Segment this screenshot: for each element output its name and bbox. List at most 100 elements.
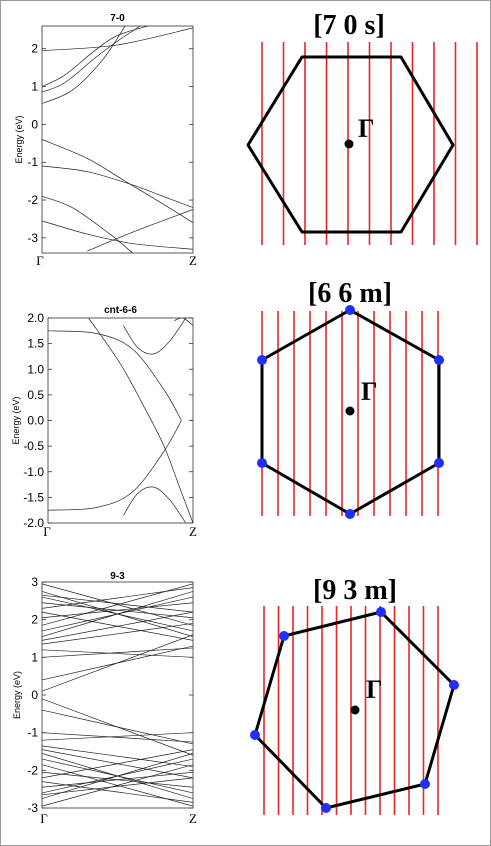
gamma-point <box>345 406 355 416</box>
plot-title: cnt-6-6 <box>104 305 137 316</box>
x-tick-label-z: Z <box>189 811 197 826</box>
brillouin-zone-1: Γ [7 0 s] <box>246 10 478 245</box>
corner-k-point <box>321 803 331 813</box>
corner-k-point <box>257 458 267 468</box>
band-plot-1: 2 1 0 -1 -2 -3 7-0 Energy (eV) Γ Z <box>14 13 197 268</box>
y-tick-label: 2.0 <box>27 311 44 325</box>
y-tick-label: 1.0 <box>27 362 44 376</box>
band-line-7 <box>42 195 133 253</box>
corner-k-point <box>257 355 267 365</box>
y-tick-label: 1.5 <box>27 337 44 351</box>
y-tick-label: 0 <box>31 117 38 131</box>
y-tick-label: -1.5 <box>23 490 44 504</box>
x-tick-label-z: Z <box>189 524 197 539</box>
zone-title: [7 0 s] <box>313 10 385 41</box>
corner-k-point <box>420 779 430 789</box>
y-tick-label: 2 <box>31 613 38 627</box>
y-tick-label: -1.0 <box>23 465 44 479</box>
corner-k-point <box>279 631 289 641</box>
band-line-24 <box>42 591 193 637</box>
corner-k-point <box>250 730 260 740</box>
band-line-5 <box>123 486 187 523</box>
zone-boundary <box>246 55 455 234</box>
x-tick-label-z: Z <box>189 253 197 268</box>
band-line-4 <box>123 318 187 355</box>
corner-k-point <box>434 355 444 365</box>
band-line-22 <box>42 771 193 788</box>
band-line-27 <box>42 587 193 609</box>
plot-title: 7-0 <box>110 13 125 24</box>
band-line-34 <box>42 732 193 743</box>
band-line-6 <box>42 165 193 208</box>
y-tick-label: -3 <box>27 801 38 815</box>
gamma-label: Γ <box>361 377 378 406</box>
band-line-33 <box>42 647 193 658</box>
y-tick-label: -3 <box>27 231 38 245</box>
x-tick-label-gamma: Γ <box>40 811 48 826</box>
x-tick-label-gamma: Γ <box>36 253 44 268</box>
band-line-6 <box>42 732 193 741</box>
y-axis-label: Energy (eV) <box>14 115 24 163</box>
band-line-32 <box>42 777 193 796</box>
zone-title: [9 3 m] <box>313 575 397 606</box>
band-line-9 <box>87 209 193 252</box>
band-line-3 <box>88 318 193 523</box>
corner-k-point <box>449 680 459 690</box>
y-tick-label: 1 <box>31 650 38 664</box>
band-line-4 <box>42 26 126 104</box>
y-tick-label: 3 <box>31 575 38 589</box>
corner-k-point <box>376 607 386 617</box>
band-lines <box>42 583 193 807</box>
y-tick-label: 0.5 <box>27 388 44 402</box>
band-line-28 <box>42 781 193 803</box>
band-line-2 <box>42 26 148 87</box>
band-line-16 <box>42 583 193 626</box>
y-tick-label: -0.5 <box>23 439 44 453</box>
band-line-31 <box>42 594 193 613</box>
band-line-6 <box>174 318 193 326</box>
band-line-5 <box>42 649 193 658</box>
band-lines <box>48 318 193 523</box>
band-line-18 <box>42 764 193 807</box>
plot-border <box>41 581 194 809</box>
band-line-1 <box>48 330 182 421</box>
y-tick-label: 2 <box>31 42 38 56</box>
band-line-30 <box>42 745 193 767</box>
brillouin-zone-3: Γ [9 3 m] <box>250 575 459 815</box>
y-axis-label: Energy (eV) <box>11 396 21 444</box>
band-line-10 <box>42 749 193 779</box>
zone-title: [6 6 m] <box>308 278 392 309</box>
y-tick-label: -1 <box>27 155 38 169</box>
y-tick-label: 1 <box>31 80 38 94</box>
gamma-point <box>344 139 354 149</box>
plot-border <box>41 25 194 254</box>
band-lines <box>42 26 193 253</box>
band-line-2 <box>48 420 182 511</box>
y-tick-label: 0 <box>31 688 38 702</box>
gamma-label: Γ <box>358 114 375 143</box>
band-line-5 <box>42 139 193 224</box>
plot-border <box>47 317 194 524</box>
band-line-20 <box>42 602 193 619</box>
gamma-label: Γ <box>366 675 383 704</box>
plot-title: 9-3 <box>110 571 125 582</box>
y-tick-label: 0.0 <box>27 414 44 428</box>
corner-k-point <box>345 509 355 519</box>
y-tick-label: -2 <box>27 193 38 207</box>
corner-k-point <box>434 458 444 468</box>
band-line-1 <box>42 27 193 51</box>
band-plot-2: 2.0 1.5 1.0 0.5 0.0 -0.5 -1.0 -1.5 -2.0 cnt-6-6 En… <box>11 305 197 539</box>
y-tick-label: -1 <box>27 726 38 740</box>
gamma-point <box>350 705 360 715</box>
band-line-26 <box>42 753 193 799</box>
band-plot-3: 3 2 1 0 -1 -2 -3 9-3 Energy (eV) Γ Z <box>12 571 197 826</box>
y-tick-label: -2.0 <box>23 516 44 530</box>
corner-k-point <box>345 305 355 315</box>
band-line-8 <box>42 611 193 641</box>
band-line-29 <box>42 623 193 645</box>
y-axis-label: Energy (eV) <box>12 671 22 719</box>
brillouin-zone-2: Γ [6 6 m] <box>257 278 444 519</box>
band-line-3 <box>42 26 141 93</box>
band-line-8 <box>42 220 193 250</box>
